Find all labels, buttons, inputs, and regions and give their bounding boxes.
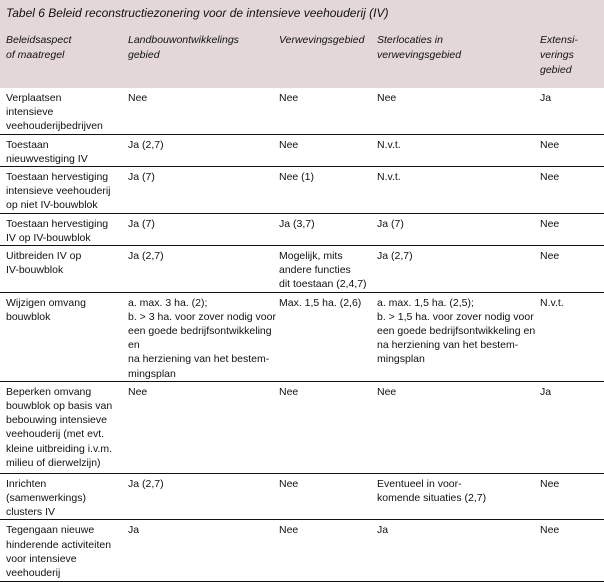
table-cell: Nee	[540, 245, 604, 293]
table-cell: a. max. 3 ha. (2); b. > 3 ha. voor zover…	[128, 292, 279, 382]
table-cell: Nee	[279, 134, 377, 168]
table-cell: Nee (1)	[279, 166, 377, 214]
row-label: Beperken omvang bouwblok op basis van be…	[0, 381, 128, 474]
table-row: Wijzigen omvang bouwblok a. max. 3 ha. (2…	[0, 292, 604, 382]
column-header: Verwevingsgebied	[279, 34, 365, 46]
table-cell: Nee	[128, 88, 279, 135]
table-cell: Ja (7)	[377, 213, 540, 247]
table-cell: Nee	[540, 519, 604, 582]
table-cell: Max. 1,5 ha. (2,6)	[279, 292, 377, 382]
table-cell: Nee	[279, 473, 377, 521]
table-cell: Nee	[279, 381, 377, 474]
table-cell: Ja (3,7)	[279, 213, 377, 247]
table-row: Tegengaan nieuwe hinderende activiteiten…	[0, 519, 604, 582]
table-row: Toestaan nieuwvestiging IV Ja (2,7) Nee N.v…	[0, 134, 604, 168]
row-label: Tegengaan nieuwe hinderende activiteiten…	[0, 519, 128, 582]
table-cell: Nee	[540, 473, 604, 521]
table-cell: Nee	[279, 88, 377, 135]
table-cell: Nee	[540, 213, 604, 247]
table-cell: Ja	[128, 519, 279, 582]
table-row: Uitbreiden IV op IV-bouwblok Ja (2,7) Moge…	[0, 245, 604, 293]
table-row: Inrichten (samenwerkings) clusters IV Ja …	[0, 473, 604, 521]
table-cell: Nee	[377, 88, 540, 135]
table-cell: a. max. 1,5 ha. (2,5); b. > 1,5 ha. voor…	[377, 292, 540, 382]
table-cell: Nee	[377, 381, 540, 474]
row-label: Uitbreiden IV op IV-bouwblok	[0, 245, 128, 293]
table-cell: Ja (7)	[128, 213, 279, 247]
row-label: Inrichten (samenwerkings) clusters IV	[0, 473, 128, 521]
table-cell: Nee	[128, 381, 279, 474]
table-cell: Ja (7)	[128, 166, 279, 214]
table-cell: Nee	[540, 166, 604, 214]
table-cell: Nee	[540, 134, 604, 168]
column-header: Landbouwontwikkelings gebied	[128, 34, 239, 61]
table-cell: Ja	[540, 88, 604, 135]
table-cell: Eventueel in voor- komende situaties (2,…	[377, 473, 540, 521]
table-row: Verplaatsen intensieve veehouderijbedrij…	[0, 88, 604, 135]
table-cell: N.v.t.	[540, 292, 604, 382]
policy-table: Verplaatsen intensieve veehouderijbedrij…	[0, 88, 604, 582]
table-cell: Ja (2,7)	[377, 245, 540, 293]
table-cell: Ja	[377, 519, 540, 582]
table-header-band: Tabel 6 Beleid reconstructiezonering voo…	[0, 0, 604, 88]
table-cell: N.v.t.	[377, 134, 540, 168]
table-row: Beperken omvang bouwblok op basis van be…	[0, 381, 604, 474]
row-label: Toestaan hervestiging intensieve veehoud…	[0, 166, 128, 214]
table-cell: Ja	[540, 381, 604, 474]
table-cell: Nee	[279, 519, 377, 582]
table-cell: Mogelijk, mits andere functies dit toest…	[279, 245, 377, 293]
row-label: Toestaan nieuwvestiging IV	[0, 134, 128, 168]
table-row: Toestaan hervestiging intensieve veehoud…	[0, 166, 604, 214]
table-cell: N.v.t.	[377, 166, 540, 214]
column-headers: Beleidsaspect of maatregel Landbouwontwi…	[0, 29, 604, 78]
column-header: Extensi- verings gebied	[540, 34, 578, 76]
row-label: Verplaatsen intensieve veehouderijbedrij…	[0, 88, 128, 135]
table-cell: Ja (2,7)	[128, 134, 279, 168]
row-label: Wijzigen omvang bouwblok	[0, 292, 128, 382]
table-row: Toestaan hervestiging IV op IV-bouwblok J…	[0, 213, 604, 247]
table-cell: Ja (2,7)	[128, 473, 279, 521]
column-header: Sterlocaties in verwevingsgebied	[377, 34, 462, 61]
column-header: Beleidsaspect of maatregel	[6, 34, 72, 61]
table-title: Tabel 6 Beleid reconstructiezonering voo…	[6, 6, 389, 20]
table-cell: Ja (2,7)	[128, 245, 279, 293]
row-label: Toestaan hervestiging IV op IV-bouwblok	[0, 213, 128, 247]
